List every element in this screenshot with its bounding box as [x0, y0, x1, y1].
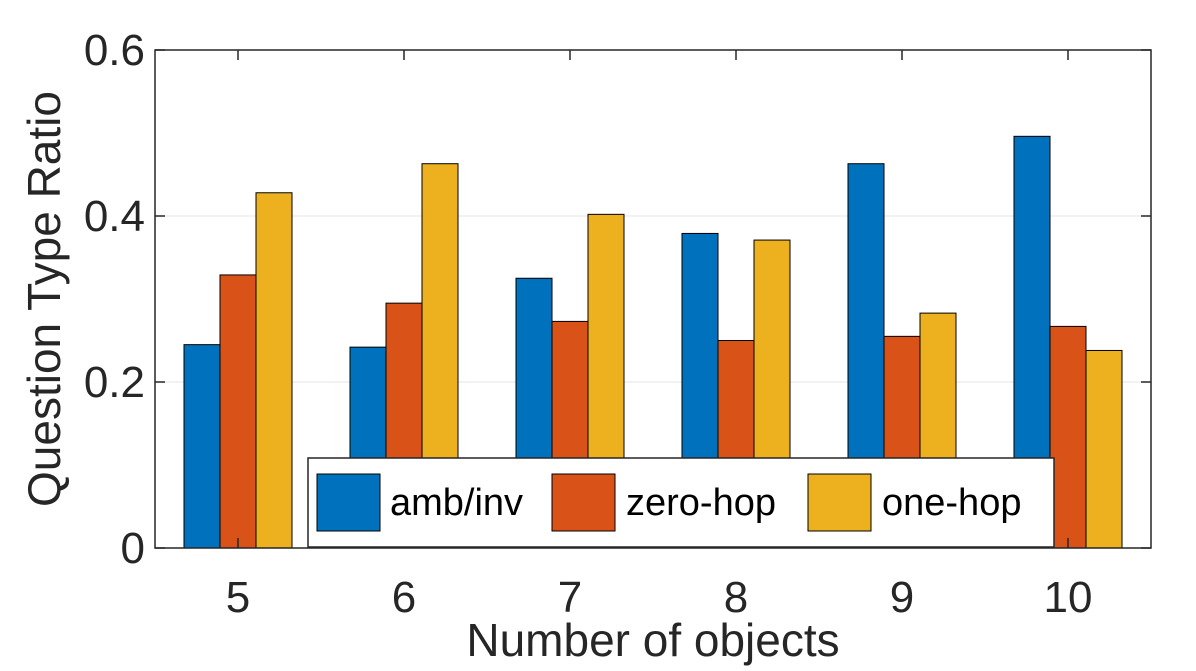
y-tick-labels: 0 0.2 0.4 0.6 [84, 26, 145, 573]
bar-one-hop-10 [1085, 349, 1123, 549]
x-tick-label: 7 [558, 573, 582, 622]
bar-zero-hop-10 [1049, 325, 1087, 549]
legend: amb/inv zero-hop one-hop [307, 457, 1055, 548]
legend-label: zero-hop [626, 482, 776, 524]
y-tick-label: 0 [121, 524, 145, 573]
bar-zero-hop-5 [219, 274, 257, 549]
x-tick-label: 8 [724, 573, 748, 622]
legend-label: amb/inv [390, 482, 523, 524]
x-tick-label: 9 [890, 573, 914, 622]
x-tick-label: 10 [1044, 573, 1093, 622]
legend-label: one-hop [882, 482, 1021, 524]
axes-box [154, 49, 1152, 549]
grid-lines [155, 215, 1151, 383]
legend-box [307, 457, 1055, 548]
y-tick-label: 0.2 [84, 358, 145, 407]
legend-swatch [551, 473, 616, 532]
legend-swatch [807, 473, 872, 532]
bar-amb-inv-5 [183, 344, 221, 549]
x-tick-label: 5 [226, 573, 250, 622]
bar-one-hop-5 [255, 192, 293, 549]
legend-swatch [316, 473, 381, 532]
x-tick-labels: 5 6 7 8 9 10 [226, 573, 1093, 622]
x-tick-label: 6 [392, 573, 416, 622]
y-tick-label: 0.4 [84, 192, 145, 241]
y-tick-label: 0.6 [84, 26, 145, 75]
x-axis-label: Number of objects [466, 614, 839, 666]
y-axis-label: Question Type Ratio [18, 91, 70, 507]
